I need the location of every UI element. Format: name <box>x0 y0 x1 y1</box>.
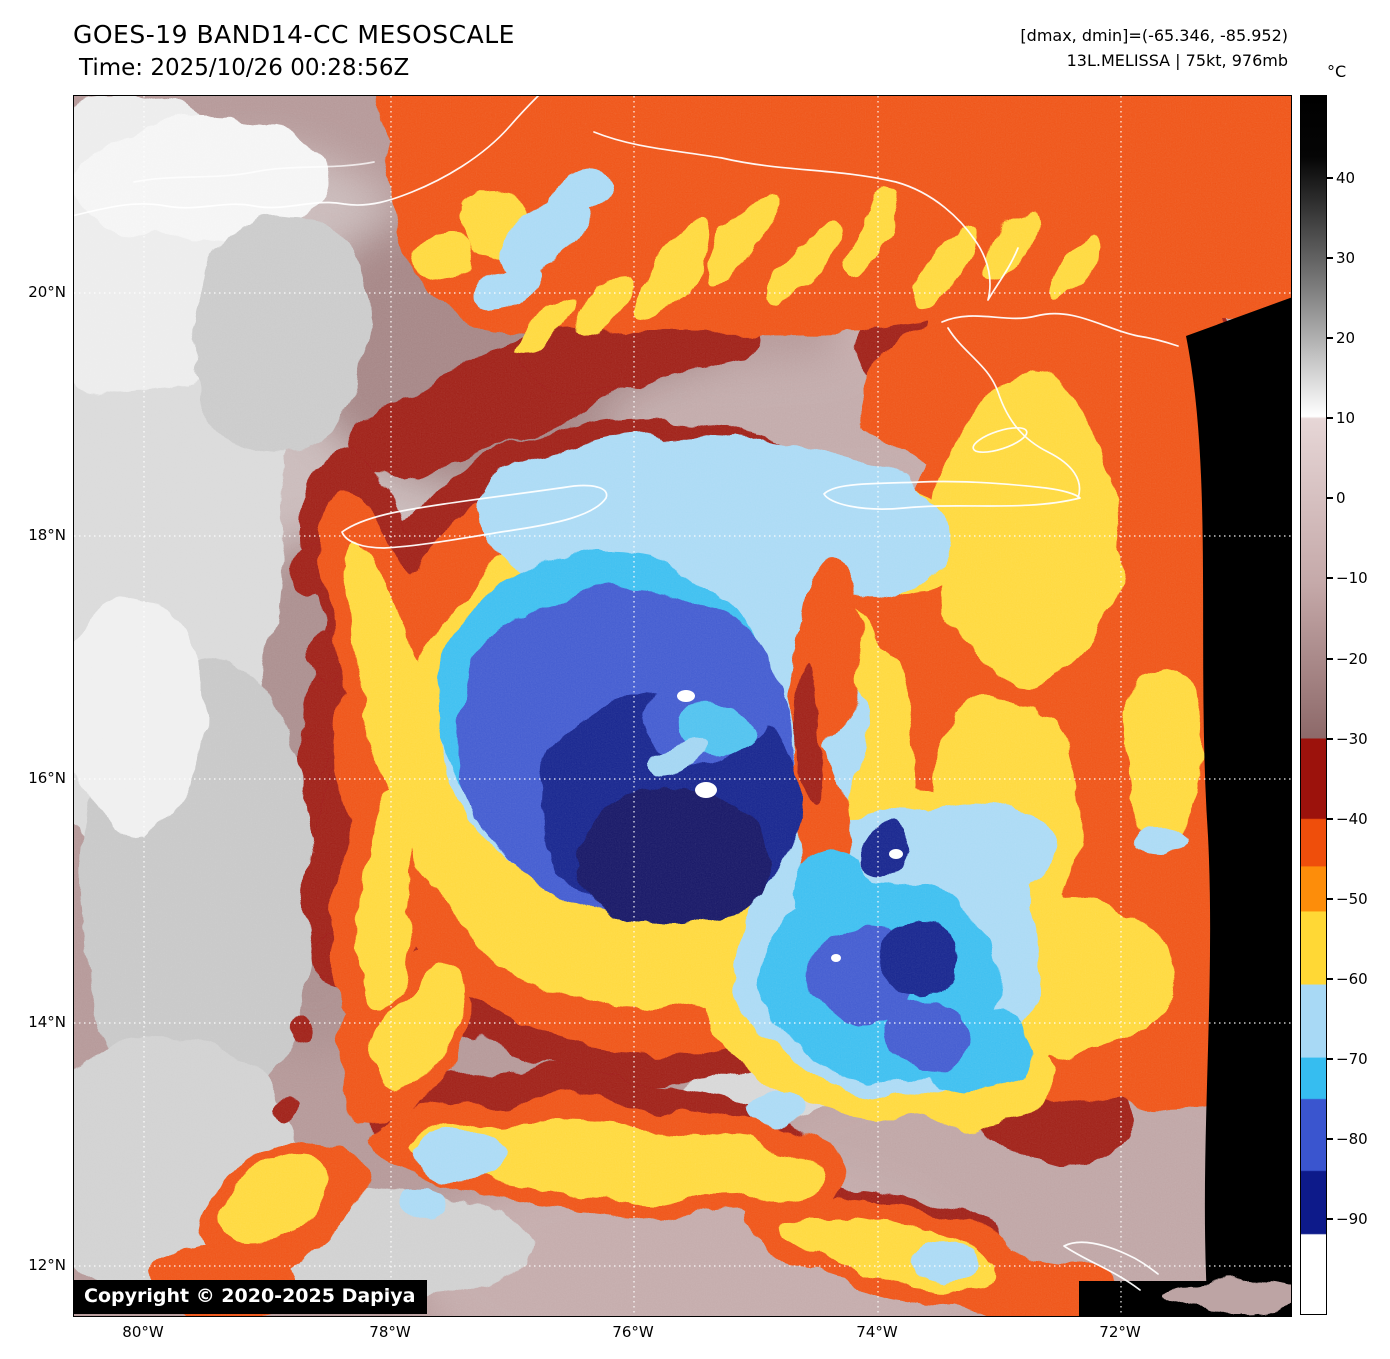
lat-tick-12N: 12°N <box>28 1256 66 1274</box>
colorbar-tick <box>1327 978 1333 980</box>
colorbar-tick <box>1327 1058 1333 1060</box>
colorbar-tick <box>1327 898 1333 900</box>
colorbar-tick <box>1327 337 1333 339</box>
colorbar-tick-label: 20 <box>1336 329 1356 347</box>
colorbar-tick-label: 10 <box>1336 409 1356 427</box>
copyright-label: Copyright © 2020-2025 Dapiya <box>74 1280 428 1314</box>
colorbar-tick-label: −50 <box>1336 890 1368 908</box>
lat-tick-14N: 14°N <box>28 1013 66 1031</box>
colorbar-tick <box>1327 417 1333 419</box>
colorbar-tick <box>1327 257 1333 259</box>
colorbar-tick-label: −80 <box>1336 1130 1368 1148</box>
colorbar-gradient <box>1300 95 1327 1315</box>
colorbar-tick <box>1327 1218 1333 1220</box>
colorbar-tick-label: 30 <box>1336 249 1356 267</box>
satellite-imagery <box>74 96 1291 1316</box>
lat-tick-16N: 16°N <box>28 769 66 787</box>
lat-tick-20N: 20°N <box>28 283 66 301</box>
colorbar-unit-label: °C <box>1327 62 1347 81</box>
lon-tick-74W: 74°W <box>856 1323 898 1341</box>
lon-tick-80W: 80°W <box>122 1323 164 1341</box>
colorbar-tick <box>1327 1138 1333 1140</box>
lon-tick-72W: 72°W <box>1099 1323 1141 1341</box>
colorbar-tick-label: −30 <box>1336 730 1368 748</box>
colorbar-tick-label: −10 <box>1336 569 1368 587</box>
latlon-grid <box>74 96 1291 1316</box>
colorbar-tick-label: −70 <box>1336 1050 1368 1068</box>
colorbar-tick <box>1327 577 1333 579</box>
warm-cloud-patch <box>1164 1280 1291 1312</box>
lat-tick-18N: 18°N <box>28 526 66 544</box>
lon-tick-76W: 76°W <box>612 1323 654 1341</box>
coastlines <box>74 96 1179 1291</box>
colorbar-tick-label: −40 <box>1336 810 1368 828</box>
lon-tick-78W: 78°W <box>369 1323 411 1341</box>
colorbar-tick-label: −60 <box>1336 970 1368 988</box>
satellite-map: Copyright © 2020-2025 Dapiya <box>73 95 1292 1317</box>
figure-title: GOES-19 BAND14-CC MESOSCALE <box>73 20 515 49</box>
colorbar-tick <box>1327 658 1333 660</box>
colorbar-tick <box>1327 818 1333 820</box>
colorbar-tick-label: 0 <box>1336 489 1346 507</box>
colorbar-tick-label: −20 <box>1336 650 1368 668</box>
colorbar-tick <box>1327 738 1333 740</box>
dmax-dmin-label: [dmax, dmin]=(-65.346, -85.952) <box>1020 26 1288 45</box>
colorbar-tick-label: −90 <box>1336 1210 1368 1228</box>
storm-info-label: 13L.MELISSA | 75kt, 976mb <box>1066 51 1288 70</box>
jamaica-coastline <box>341 484 608 549</box>
time-label: Time: 2025/10/26 00:28:56Z <box>79 55 410 81</box>
colorbar-tick-label: 40 <box>1336 169 1356 187</box>
colorbar-tick <box>1327 177 1333 179</box>
colorbar-tick <box>1327 497 1333 499</box>
image-grain <box>74 96 1291 1316</box>
